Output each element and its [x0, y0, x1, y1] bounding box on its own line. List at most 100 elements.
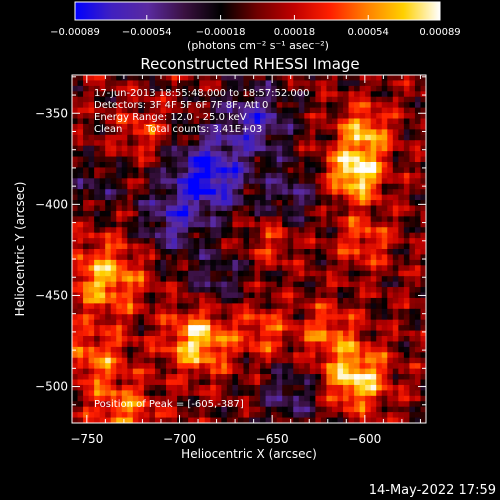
heatmap-cell [293, 276, 300, 283]
heatmap-cell [387, 75, 394, 82]
heatmap-cell [138, 303, 145, 310]
heatmap-cell [149, 384, 156, 391]
heatmap-cell [243, 287, 250, 294]
heatmap-cell [143, 216, 151, 223]
heatmap-cell [370, 401, 377, 408]
heatmap-cell [182, 80, 189, 87]
heatmap-cell [232, 384, 239, 391]
heatmap-cell [221, 292, 228, 299]
heatmap-cell [138, 194, 145, 201]
heatmap-cell [414, 384, 422, 391]
heatmap-cell [88, 374, 95, 381]
heatmap-cell [271, 357, 278, 364]
heatmap-cell [365, 75, 372, 82]
heatmap-cell [160, 292, 167, 299]
heatmap-cell [414, 91, 422, 98]
heatmap-cell [287, 151, 294, 158]
heatmap-cell [77, 123, 84, 130]
heatmap-cell [166, 374, 173, 381]
heatmap-cell [343, 80, 350, 87]
heatmap-cell [398, 259, 405, 266]
heatmap-cell [160, 374, 167, 381]
heatmap-cell [420, 314, 426, 321]
heatmap-cell [254, 341, 261, 348]
heatmap-cell [348, 363, 355, 370]
heatmap-cell [88, 319, 95, 326]
heatmap-cell [387, 145, 394, 152]
heatmap-cell [237, 96, 245, 103]
heatmap-cell [265, 325, 272, 332]
heatmap-cell [138, 319, 145, 326]
heatmap-cell [387, 129, 394, 136]
heatmap-cell [193, 91, 200, 98]
heatmap-cell [293, 249, 300, 256]
heatmap-cell [276, 270, 283, 277]
heatmap-cell [77, 357, 84, 364]
heatmap-cell [409, 390, 416, 397]
heatmap-cell [138, 172, 145, 179]
heatmap-cell [72, 363, 79, 370]
heatmap-cell [116, 357, 123, 364]
heatmap-cell [387, 221, 394, 228]
heatmap-cell [354, 287, 361, 294]
heatmap-cell [287, 243, 294, 250]
heatmap-cell [154, 254, 162, 261]
heatmap-cell [94, 210, 101, 217]
heatmap-cell [88, 91, 95, 98]
heatmap-cell [121, 210, 128, 217]
heatmap-cell [171, 227, 178, 234]
heatmap-cell [271, 412, 278, 419]
heatmap-cell [320, 167, 328, 174]
heatmap-cell [72, 319, 79, 326]
heatmap-cell [232, 183, 239, 190]
heatmap-cell [105, 221, 112, 228]
heatmap-cell [116, 96, 123, 103]
heatmap-cell [99, 346, 106, 353]
heatmap-cell [398, 140, 405, 147]
heatmap-cell [171, 162, 178, 169]
heatmap-cell [370, 368, 377, 375]
heatmap-cell [343, 325, 350, 332]
heatmap-cell [210, 178, 217, 185]
heatmap-cell [298, 221, 305, 228]
heatmap-cell [160, 216, 167, 223]
heatmap-cell [315, 107, 322, 114]
heatmap-cell [116, 102, 123, 109]
heatmap-cell [326, 249, 333, 256]
heatmap-cell [132, 281, 139, 288]
heatmap-cell [365, 297, 372, 304]
heatmap-cell [381, 352, 388, 359]
heatmap-cell [409, 412, 416, 419]
heatmap-cell [365, 417, 372, 423]
heatmap-cell [381, 167, 388, 174]
heatmap-cell [376, 330, 383, 337]
heatmap-cell [204, 314, 211, 321]
heatmap-cell [149, 374, 156, 381]
heatmap-cell [94, 412, 101, 419]
heatmap-cell [182, 379, 189, 386]
heatmap-cell [110, 123, 117, 130]
heatmap-cell [381, 151, 388, 158]
heatmap-cell [398, 357, 405, 364]
heatmap-cell [149, 330, 156, 337]
heatmap-cell [116, 374, 123, 381]
heatmap-cell [77, 200, 84, 207]
heatmap-cell [99, 276, 106, 283]
heatmap-cell [249, 140, 256, 147]
heatmap-cell [226, 352, 234, 359]
heatmap-cell [160, 102, 167, 109]
heatmap-cell [326, 238, 333, 245]
heatmap-cell [326, 221, 333, 228]
heatmap-cell [359, 265, 366, 272]
heatmap-cell [309, 227, 316, 234]
heatmap-cell [282, 91, 289, 98]
heatmap-cell [293, 156, 300, 163]
heatmap-cell [287, 123, 294, 130]
heatmap-cell [166, 221, 173, 228]
heatmap-cell [237, 232, 245, 239]
heatmap-cell [221, 325, 228, 332]
heatmap-cell [326, 254, 333, 261]
heatmap-cell [138, 232, 145, 239]
heatmap-cell [121, 167, 128, 174]
heatmap-cell [260, 91, 267, 98]
